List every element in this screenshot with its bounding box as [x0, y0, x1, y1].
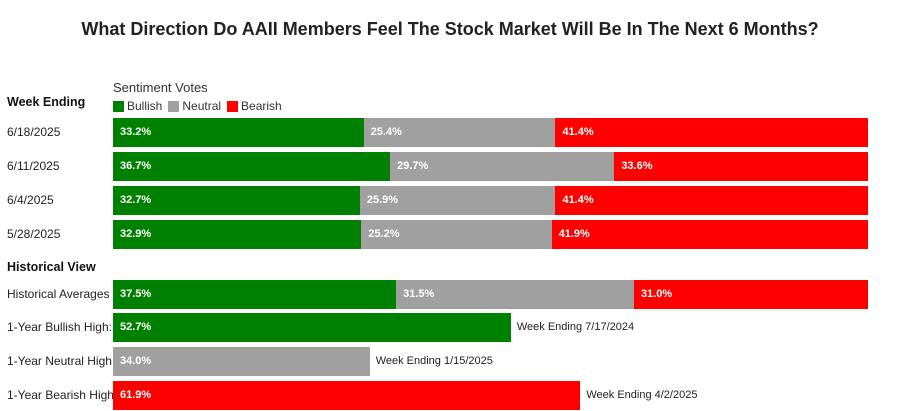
week-row-2-bar-bullish: [113, 186, 360, 215]
week-row-3-bar-bullish: [113, 220, 362, 249]
week-row-0-bar-bearish: [555, 118, 868, 147]
legend-swatch-bearish: [227, 100, 239, 112]
bearish-high-label: 1-Year Bearish High: [7, 388, 114, 402]
week-row-2-label: 6/4/2025: [7, 193, 54, 207]
week-row-3-bar-neutral: [361, 220, 552, 249]
legend: Bullish Neutral Bearish: [113, 99, 288, 113]
week-row-2-bar-bearish: [555, 186, 868, 215]
week-row-0-bar-bullish: [113, 118, 364, 147]
week-row-2-value-bearish: 41.4%: [562, 194, 594, 206]
legend-label-bearish: Bearish: [241, 99, 282, 113]
week-row-0-value-bearish: 41.4%: [562, 126, 594, 138]
week-row-2-value-bullish: 32.7%: [120, 194, 152, 206]
historical-average-value-bearish: 31.0%: [640, 288, 673, 300]
historical-average-bar-neutral: [396, 280, 634, 309]
historical-view-header: Historical View: [7, 260, 96, 274]
week-row-3-bar-bearish: [551, 220, 868, 249]
neutral-high-value: 34.0%: [120, 355, 152, 367]
historical-average-label: Historical Averages: [7, 287, 110, 301]
legend-item-neutral: Neutral: [168, 99, 221, 113]
week-row-2-bar-neutral: [359, 186, 556, 215]
legend-label-neutral: Neutral: [182, 99, 222, 113]
bullish-high-bar: [113, 313, 511, 342]
historical-average-value-neutral: 31.5%: [403, 288, 435, 300]
week-row-1-label: 6/11/2025: [7, 159, 60, 173]
legend-item-bearish: Bearish: [227, 99, 282, 113]
legend-title: Sentiment Votes: [113, 80, 208, 95]
week-row-0-value-bullish: 33.2%: [120, 126, 152, 138]
bearish-high-bar: [113, 381, 581, 410]
week-row-1-value-neutral: 29.7%: [397, 160, 429, 172]
legend-swatch-neutral: [168, 100, 180, 112]
week-row-0-label: 6/18/2025: [7, 125, 61, 139]
bearish-high-value: 61.9%: [120, 389, 152, 401]
week-row-3-value-bearish: 41.9%: [558, 228, 590, 240]
bullish-high-value: 52.7%: [120, 321, 152, 333]
week-row-3-value-bullish: 32.9%: [120, 228, 152, 240]
legend-swatch-bullish: [113, 100, 124, 112]
week-row-1-bar-bullish: [113, 152, 391, 181]
legend-label-bullish: Bullish: [127, 99, 163, 113]
legend-item-bullish: Bullish: [113, 99, 162, 113]
bearish-high-note: Week Ending 4/2/2025: [586, 389, 698, 401]
bullish-high-note: Week Ending 7/17/2024: [516, 321, 635, 333]
week-row-0-bar-neutral: [363, 118, 556, 147]
week-row-1-bar-bearish: [614, 152, 868, 181]
week-row-0-value-neutral: 25.4%: [370, 126, 402, 138]
week-ending-header: Week Ending: [7, 95, 86, 109]
neutral-high-bar: [113, 347, 370, 376]
historical-average-value-bullish: 37.5%: [120, 288, 152, 300]
week-row-3-label: 5/28/2025: [7, 227, 61, 241]
bullish-high-label: 1-Year Bullish High:: [7, 320, 112, 334]
week-row-1-value-bullish: 36.7%: [120, 160, 152, 172]
week-row-1-bar-neutral: [390, 152, 615, 181]
week-row-1-value-bearish: 33.6%: [621, 160, 653, 172]
week-row-2-value-neutral: 25.9%: [366, 194, 399, 206]
week-row-3-value-neutral: 25.2%: [368, 228, 400, 240]
neutral-high-label: 1-Year Neutral High: [7, 354, 112, 368]
historical-average-bar-bullish: [113, 280, 397, 309]
neutral-high-note: Week Ending 1/15/2025: [375, 355, 493, 367]
historical-average-bar-bearish: [633, 280, 868, 309]
chart-title: What Direction Do AAII Members Feel The …: [81, 19, 819, 39]
